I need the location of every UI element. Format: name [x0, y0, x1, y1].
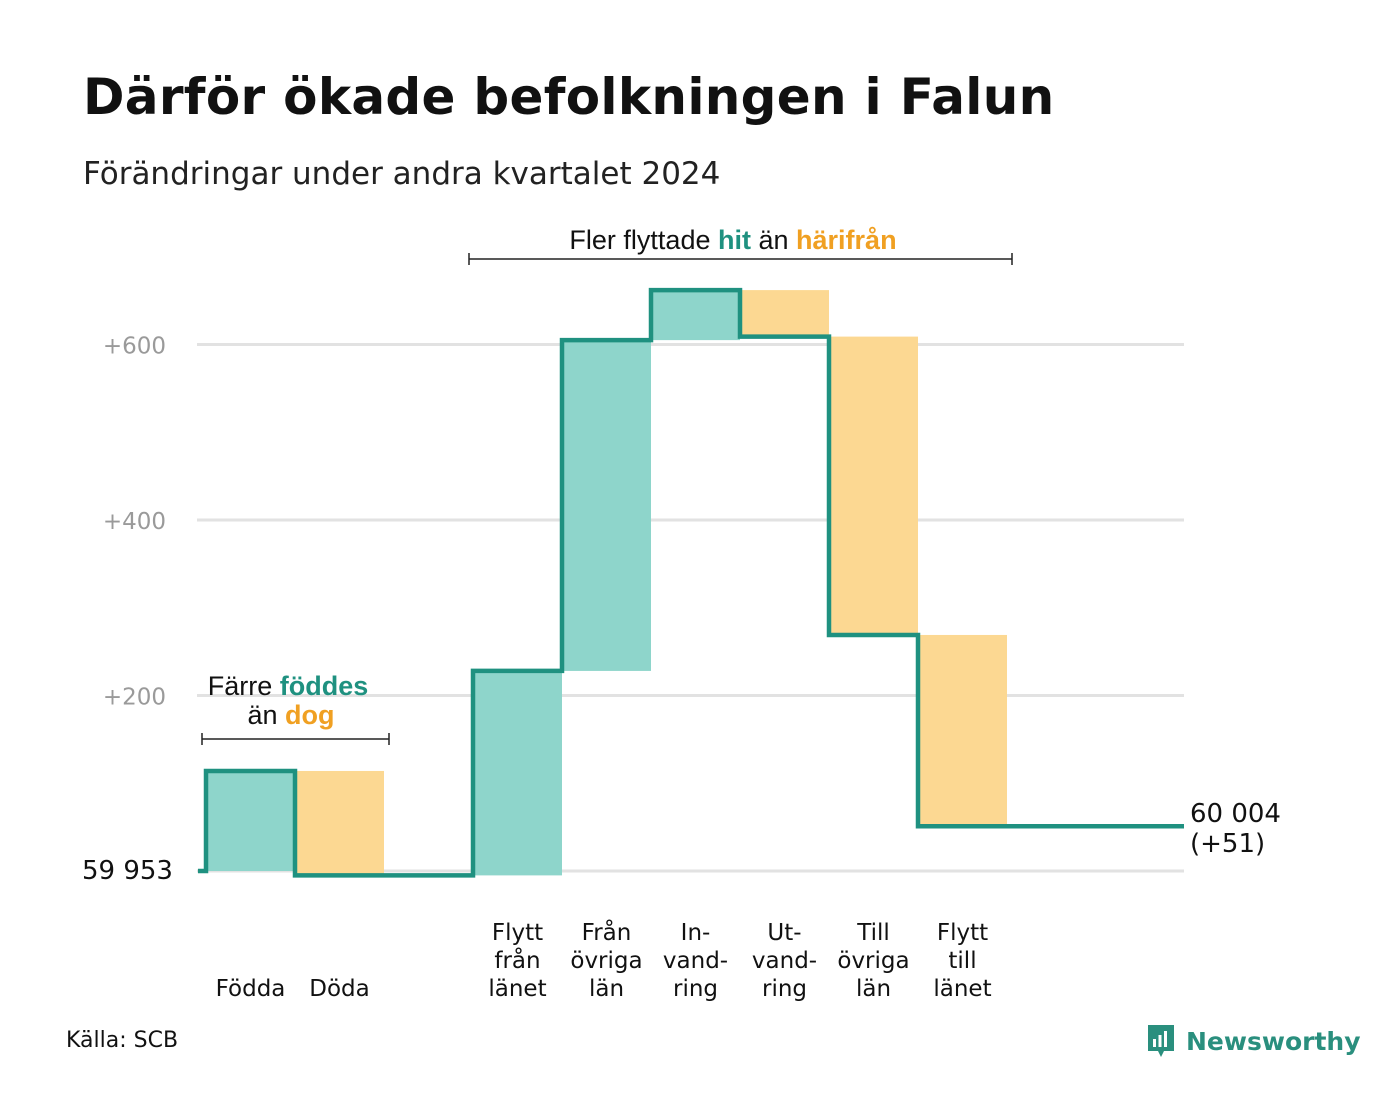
bar-flytt-från-länet: [473, 670, 562, 876]
category-label: In-: [681, 920, 711, 946]
migration-annotation: Fler flyttade hit än härifrån: [569, 225, 896, 255]
end-value-label: 60 004: [1190, 799, 1281, 829]
category-label: Ut-: [767, 920, 801, 946]
category-label: övriga: [837, 948, 909, 974]
deaths-annotation-highlight: dog: [285, 700, 334, 730]
y-tick-label: +400: [103, 509, 166, 535]
bar-flytt-till-länet: [918, 634, 1007, 827]
category-label: övriga: [570, 948, 642, 974]
bar-döda: [295, 770, 384, 876]
y-tick-label: +600: [103, 334, 166, 360]
migration-annotation-prefix: Fler flyttade: [569, 225, 718, 255]
end-change-label: (+51): [1190, 829, 1265, 859]
category-label: ring: [762, 976, 807, 1002]
newsworthy-logo-icon: [1148, 1025, 1174, 1057]
deaths-annotation-prefix: än: [247, 700, 285, 730]
category-label: från: [494, 946, 540, 974]
births-bracket: [201, 733, 390, 745]
bar-in-vand-ring: [651, 290, 740, 341]
category-label: län: [856, 976, 891, 1002]
brand-name: Newsworthy: [1186, 1026, 1361, 1056]
source-note: Källa: SCB: [66, 1028, 179, 1053]
newsworthy-logo: Newsworthy: [1146, 1023, 1361, 1059]
category-label: Flytt: [937, 920, 988, 946]
births-annotation-line1: Färre föddes: [208, 671, 369, 701]
migration-annotation-hit: hit: [718, 225, 751, 255]
category-label: Flytt: [492, 920, 543, 946]
chart-title: Därför ökade befolkningen i Falun: [83, 68, 1055, 126]
births-annotation-prefix: Färre: [208, 671, 280, 701]
migration-annotation-middle: än: [751, 225, 796, 255]
births-annotation-highlight: föddes: [280, 671, 369, 701]
category-label: län: [589, 976, 624, 1002]
bars: [206, 290, 1007, 876]
chart-subtitle: Förändringar under andra kvartalet 2024: [83, 156, 721, 192]
migration-annotation-harifran: härifrån: [796, 225, 897, 255]
step-line-group: [198, 287, 1184, 878]
category-label: vand-: [752, 948, 817, 974]
category-label: länet: [488, 976, 546, 1002]
births-annotation-line2: än dog: [247, 700, 334, 730]
bar-från-övriga-län: [562, 340, 651, 671]
step-line: [198, 287, 1184, 878]
category-label: till: [948, 948, 976, 974]
bar-till-övriga-län: [829, 336, 918, 635]
migration-bracket: [468, 253, 1013, 265]
category-label: Från: [582, 918, 632, 946]
category-label: vand-: [663, 948, 728, 974]
category-label: länet: [933, 976, 991, 1002]
category-label: Födda: [216, 976, 286, 1002]
y-tick-label: +200: [103, 685, 166, 711]
start-value-label: 59 953: [82, 856, 173, 886]
category-label: Till: [856, 920, 890, 946]
bar-födda: [206, 770, 295, 871]
bar-ut-vand-ring: [740, 290, 829, 337]
category-label: Döda: [309, 976, 369, 1002]
category-label: ring: [673, 976, 718, 1002]
